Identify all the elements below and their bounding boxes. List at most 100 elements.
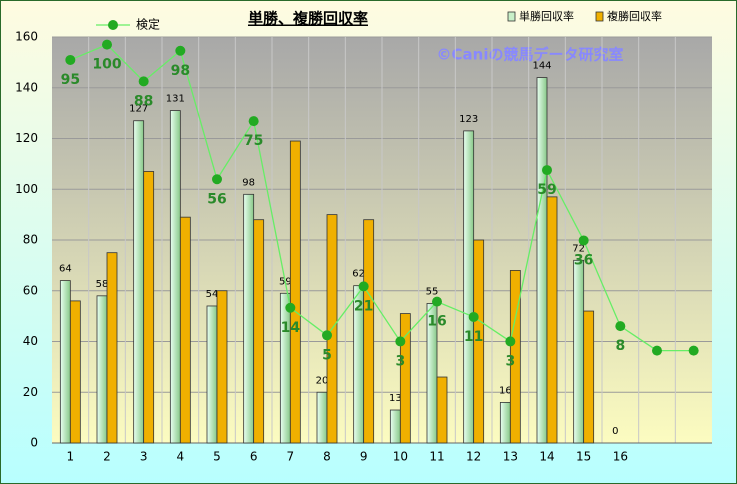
data-label: 95: [61, 72, 80, 88]
data-label: 55: [426, 286, 439, 297]
y-tick-label: 140: [15, 80, 38, 94]
bar: [499, 401, 511, 444]
bar: [59, 280, 71, 444]
bar: [389, 409, 401, 444]
data-label: 11: [464, 329, 483, 345]
bar: [536, 77, 548, 444]
data-label: 131: [166, 94, 185, 105]
chart-title: 単勝、複勝回収率: [248, 10, 368, 28]
bar: [133, 120, 145, 444]
x-tick-label: 6: [250, 450, 258, 464]
bar: [279, 292, 291, 444]
data-label: 3: [395, 353, 405, 369]
line-marker: [432, 296, 442, 307]
bar: [463, 130, 475, 444]
data-label: 13: [389, 393, 402, 404]
y-tick-label: 0: [30, 436, 38, 450]
x-tick-label: 12: [466, 450, 481, 464]
x-tick-label: 2: [103, 450, 111, 464]
line-marker: [505, 336, 516, 347]
data-label: 127: [129, 104, 148, 115]
data-label: 88: [134, 93, 153, 109]
legend-marker: [108, 20, 118, 30]
line-marker: [102, 39, 112, 50]
line-marker: [322, 330, 332, 341]
data-label: 16: [499, 385, 512, 396]
data-label: 54: [206, 289, 219, 300]
bar: [143, 171, 155, 444]
data-label: 100: [92, 57, 121, 73]
bar: [573, 259, 585, 444]
x-tick-label: 3: [140, 450, 148, 464]
bar: [253, 219, 265, 444]
bar: [169, 110, 181, 444]
bar: [106, 252, 118, 444]
line-marker: [212, 174, 222, 185]
line-marker: [395, 336, 406, 347]
data-label: 56: [207, 191, 226, 207]
data-label: 72: [572, 243, 585, 254]
x-tick-label: 14: [539, 450, 554, 464]
line-marker: [175, 45, 186, 56]
line-marker: [578, 235, 589, 246]
y-tick-label: 80: [23, 233, 38, 247]
bar: [216, 290, 228, 444]
bar: [546, 196, 558, 444]
x-tick-label: 11: [429, 450, 444, 464]
line-marker: [248, 116, 259, 127]
data-label: 0: [612, 426, 618, 437]
legend-swatch: [595, 11, 604, 22]
x-tick-label: 7: [287, 450, 295, 464]
bar: [289, 140, 301, 444]
data-label: 98: [242, 177, 255, 188]
data-label: 62: [352, 269, 365, 280]
data-label: 20: [316, 375, 329, 386]
line-marker: [285, 302, 296, 313]
data-label: 21: [354, 298, 373, 314]
x-tick-label: 9: [360, 450, 368, 464]
x-tick-label: 8: [323, 450, 331, 464]
line-marker: [138, 76, 149, 87]
line-marker: [468, 311, 479, 322]
data-label: 75: [244, 133, 263, 149]
line-marker: [358, 281, 369, 292]
bar: [363, 219, 375, 444]
y-tick-label: 40: [23, 334, 38, 348]
x-tick-label: 10: [393, 450, 408, 464]
bar: [316, 391, 328, 444]
y-tick-label: 20: [23, 385, 38, 399]
legend-swatch: [507, 11, 516, 22]
data-label: 5: [322, 347, 332, 363]
data-label: 16: [427, 314, 446, 330]
x-tick-label: 1: [67, 450, 75, 464]
x-tick-label: 15: [576, 450, 591, 464]
bar: [179, 216, 191, 444]
legend-label: 検定: [136, 17, 160, 32]
bar: [243, 193, 255, 444]
x-tick-label: 13: [503, 450, 518, 464]
legend-label: 複勝回収率: [607, 9, 662, 23]
line-marker: [615, 321, 626, 332]
line: [70, 43, 694, 352]
data-label: 3: [505, 353, 515, 369]
bar: [206, 305, 218, 444]
y-tick-label: 120: [15, 131, 38, 145]
data-label: 64: [59, 264, 72, 275]
x-tick-label: 4: [177, 450, 185, 464]
y-tick-label: 100: [15, 182, 38, 196]
data-label: 8: [615, 338, 625, 354]
bar: [583, 310, 595, 444]
data-label: 123: [459, 114, 478, 125]
line-marker: [688, 345, 699, 356]
x-tick-label: 16: [613, 450, 628, 464]
y-tick-label: 160: [15, 30, 38, 44]
data-label: 59: [537, 182, 556, 198]
data-label: 144: [532, 61, 551, 72]
bar: [473, 239, 485, 444]
bar: [69, 300, 81, 444]
line-marker: [652, 345, 662, 356]
bar: [509, 270, 521, 444]
line-marker: [65, 54, 76, 65]
data-label: 98: [171, 63, 190, 79]
